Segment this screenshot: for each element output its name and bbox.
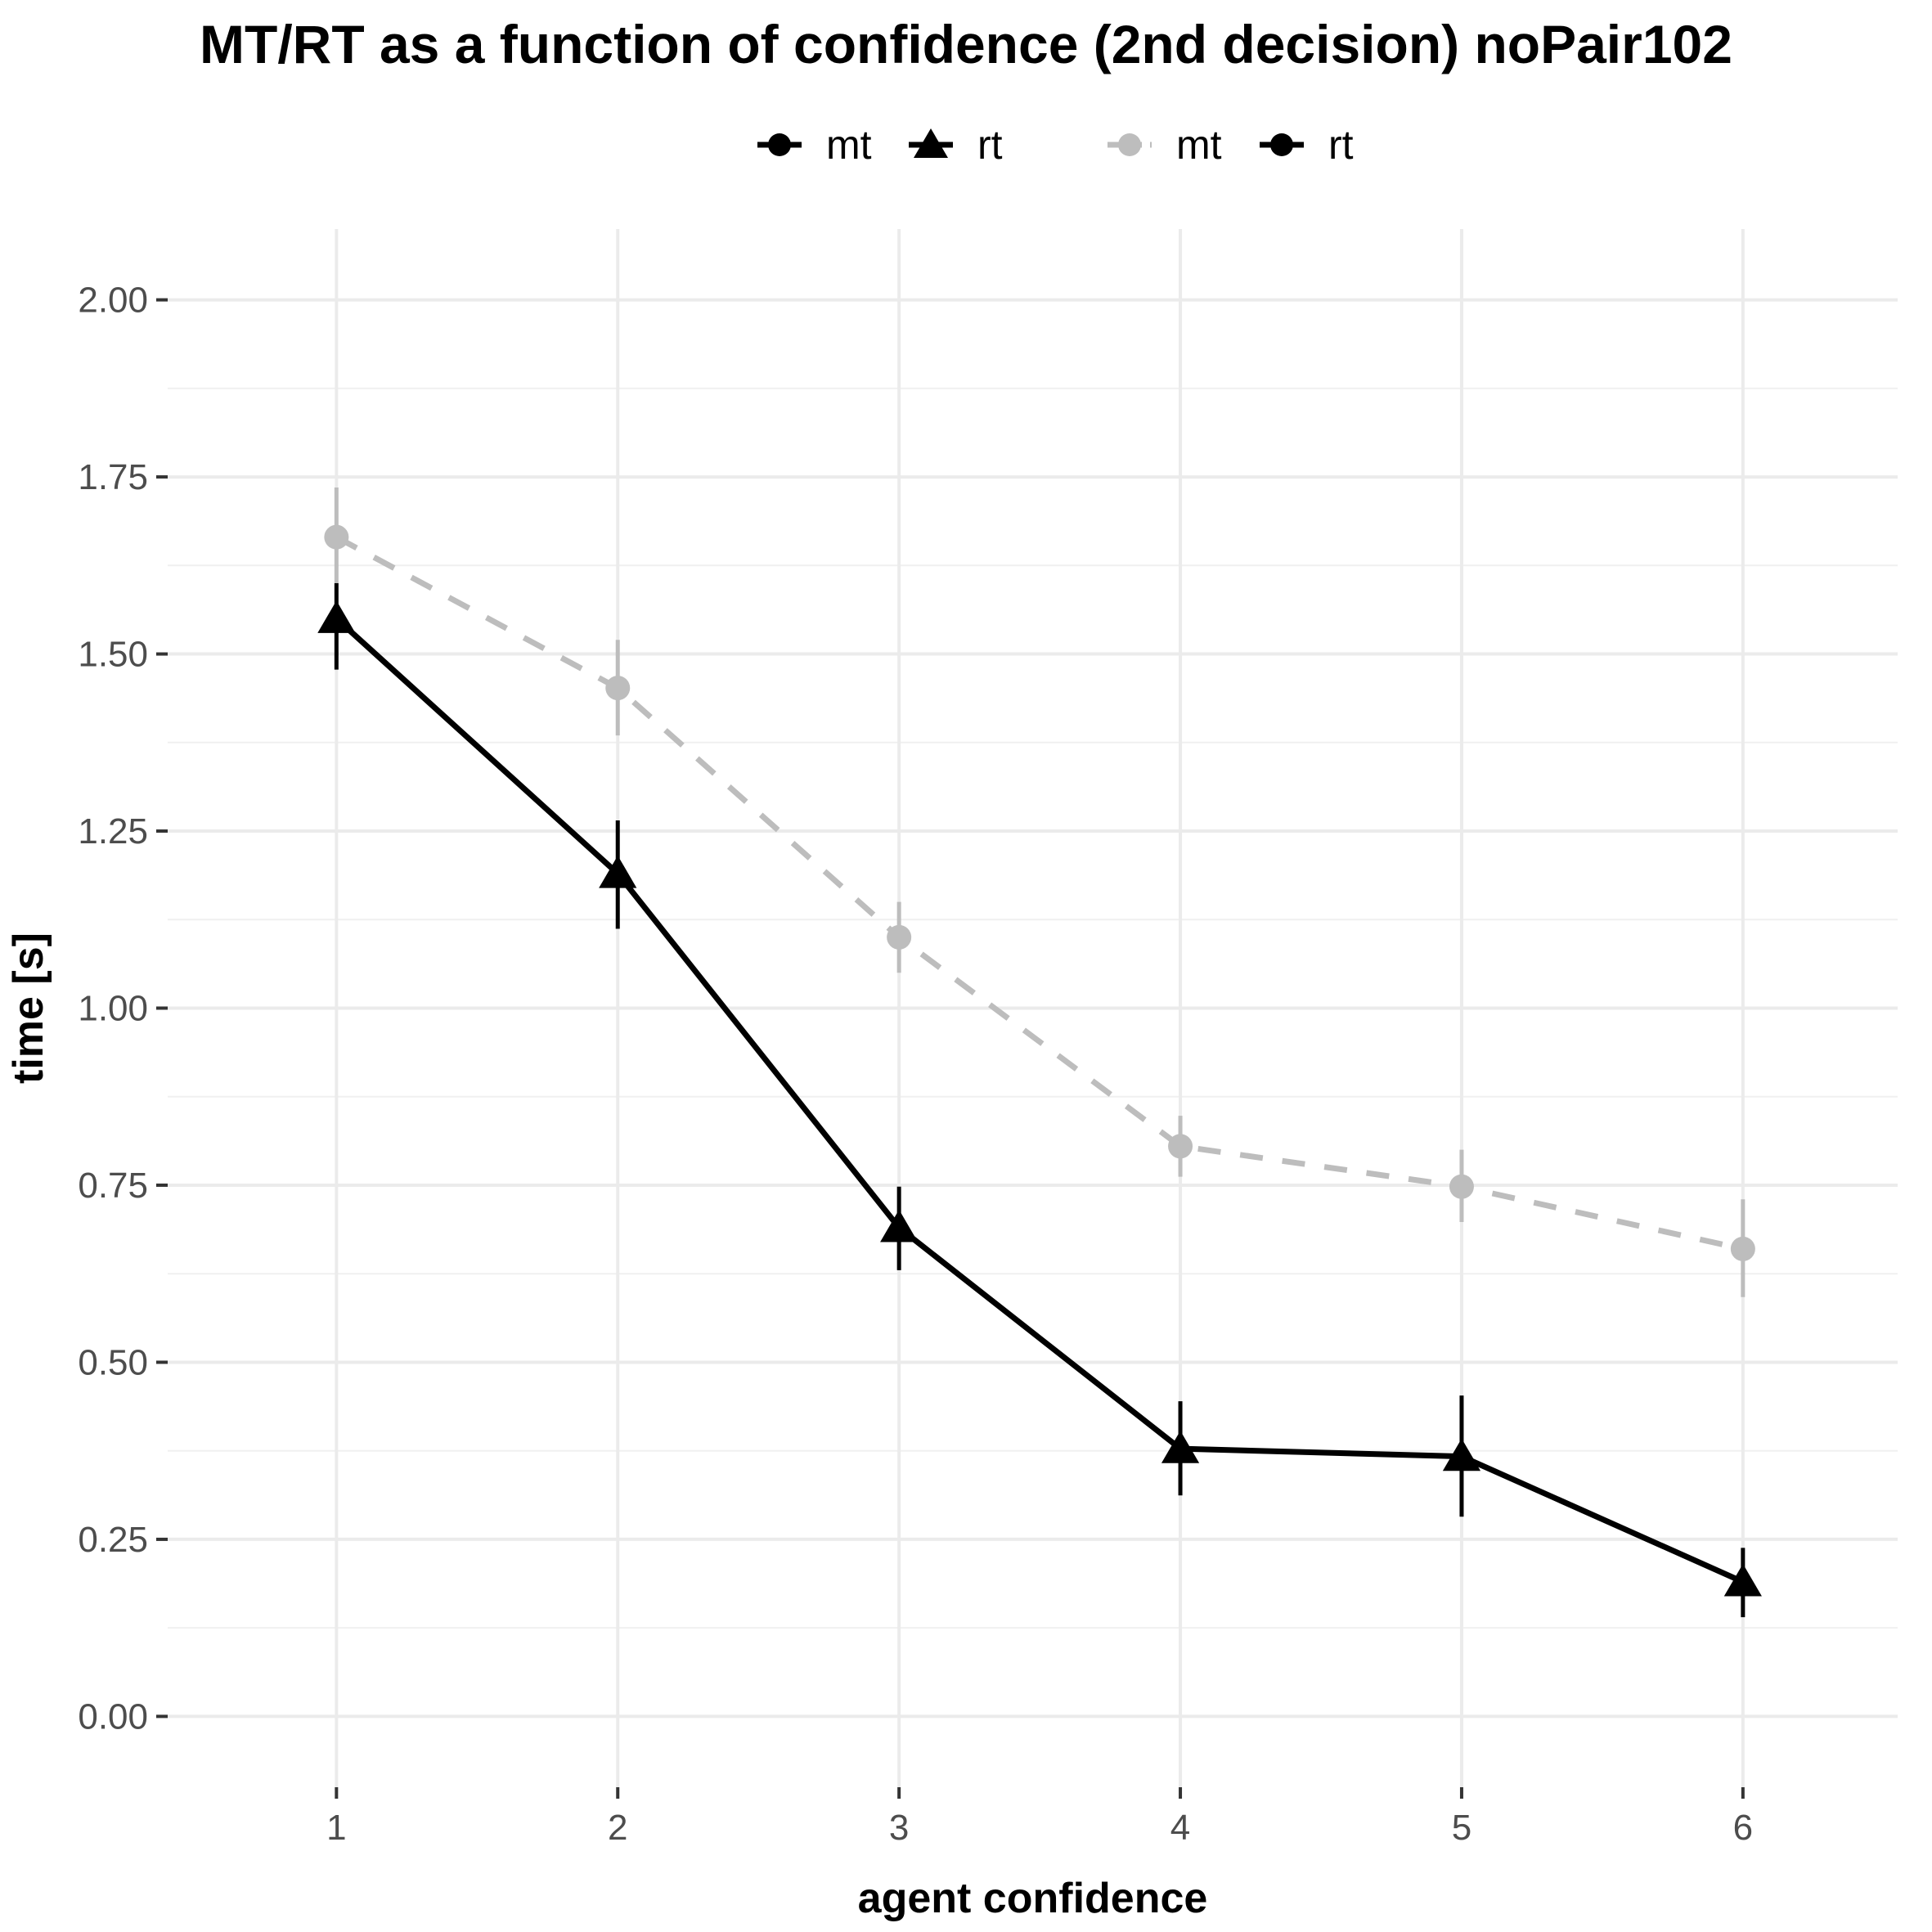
legend-key-marker — [1270, 133, 1293, 156]
x-axis-ticks: 1 2 3 4 5 6 — [326, 1787, 1753, 1848]
legend-item-rt: rt — [1260, 122, 1354, 168]
x-tick-label: 1 — [326, 1808, 346, 1848]
series-rt-triangle — [317, 582, 1762, 1618]
mt-point — [605, 676, 631, 701]
legend-key-marker — [1118, 133, 1141, 156]
legend-label: mt — [826, 122, 872, 168]
mt-point — [1730, 1236, 1755, 1261]
mt-point — [887, 924, 912, 950]
legend-item-mt: mt — [757, 122, 872, 168]
y-tick-label: 1.50 — [78, 635, 148, 675]
rt-line — [334, 616, 1745, 1585]
legend-label: rt — [977, 122, 1003, 168]
rt-point — [1442, 1438, 1481, 1471]
x-tick-label: 3 — [889, 1808, 909, 1848]
y-axis-ticks: 0.00 0.25 0.50 0.75 1.00 1.25 1.50 1.75 2.00 — [78, 281, 168, 1737]
legend-label: mt — [1176, 122, 1222, 168]
x-tick-label: 4 — [1170, 1808, 1190, 1848]
series-mt-circle — [324, 487, 1755, 1297]
x-tick-label: 6 — [1733, 1808, 1753, 1848]
mt-point — [1168, 1134, 1193, 1159]
x-tick-label: 2 — [608, 1808, 627, 1848]
rt-point — [599, 855, 637, 888]
y-tick-label: 0.25 — [78, 1520, 148, 1560]
y-tick-label: 1.25 — [78, 811, 148, 851]
mt-point — [1449, 1174, 1474, 1199]
chart-title: MT/RT as a function of confidence (2nd d… — [200, 14, 1732, 74]
rt-point — [1723, 1563, 1762, 1597]
mt-point — [324, 524, 349, 550]
y-tick-label: 1.00 — [78, 989, 148, 1029]
y-tick-label: 0.00 — [78, 1696, 148, 1737]
rt-point — [1161, 1431, 1200, 1463]
y-tick-label: 1.75 — [78, 457, 148, 497]
y-tick-label: 0.50 — [78, 1342, 148, 1382]
legend-key-marker — [768, 133, 791, 156]
x-tick-label: 5 — [1452, 1808, 1471, 1848]
y-axis-title: time [s] — [5, 932, 52, 1084]
legend-item-rt: rt — [909, 122, 1003, 168]
mt-line — [335, 534, 1744, 1252]
series-layer — [317, 487, 1762, 1618]
grid-layer — [168, 229, 1898, 1787]
y-tick-label: 0.75 — [78, 1166, 148, 1206]
legend-key-marker — [914, 128, 948, 158]
legend-item-mt: mt — [1108, 122, 1222, 168]
x-axis-title: agent confidence — [858, 1875, 1208, 1922]
y-tick-label: 2.00 — [78, 281, 148, 321]
rt-point — [880, 1209, 919, 1242]
rt-point — [317, 600, 356, 633]
legend: mt rt mt rt — [757, 122, 1354, 168]
legend-label: rt — [1328, 122, 1354, 168]
